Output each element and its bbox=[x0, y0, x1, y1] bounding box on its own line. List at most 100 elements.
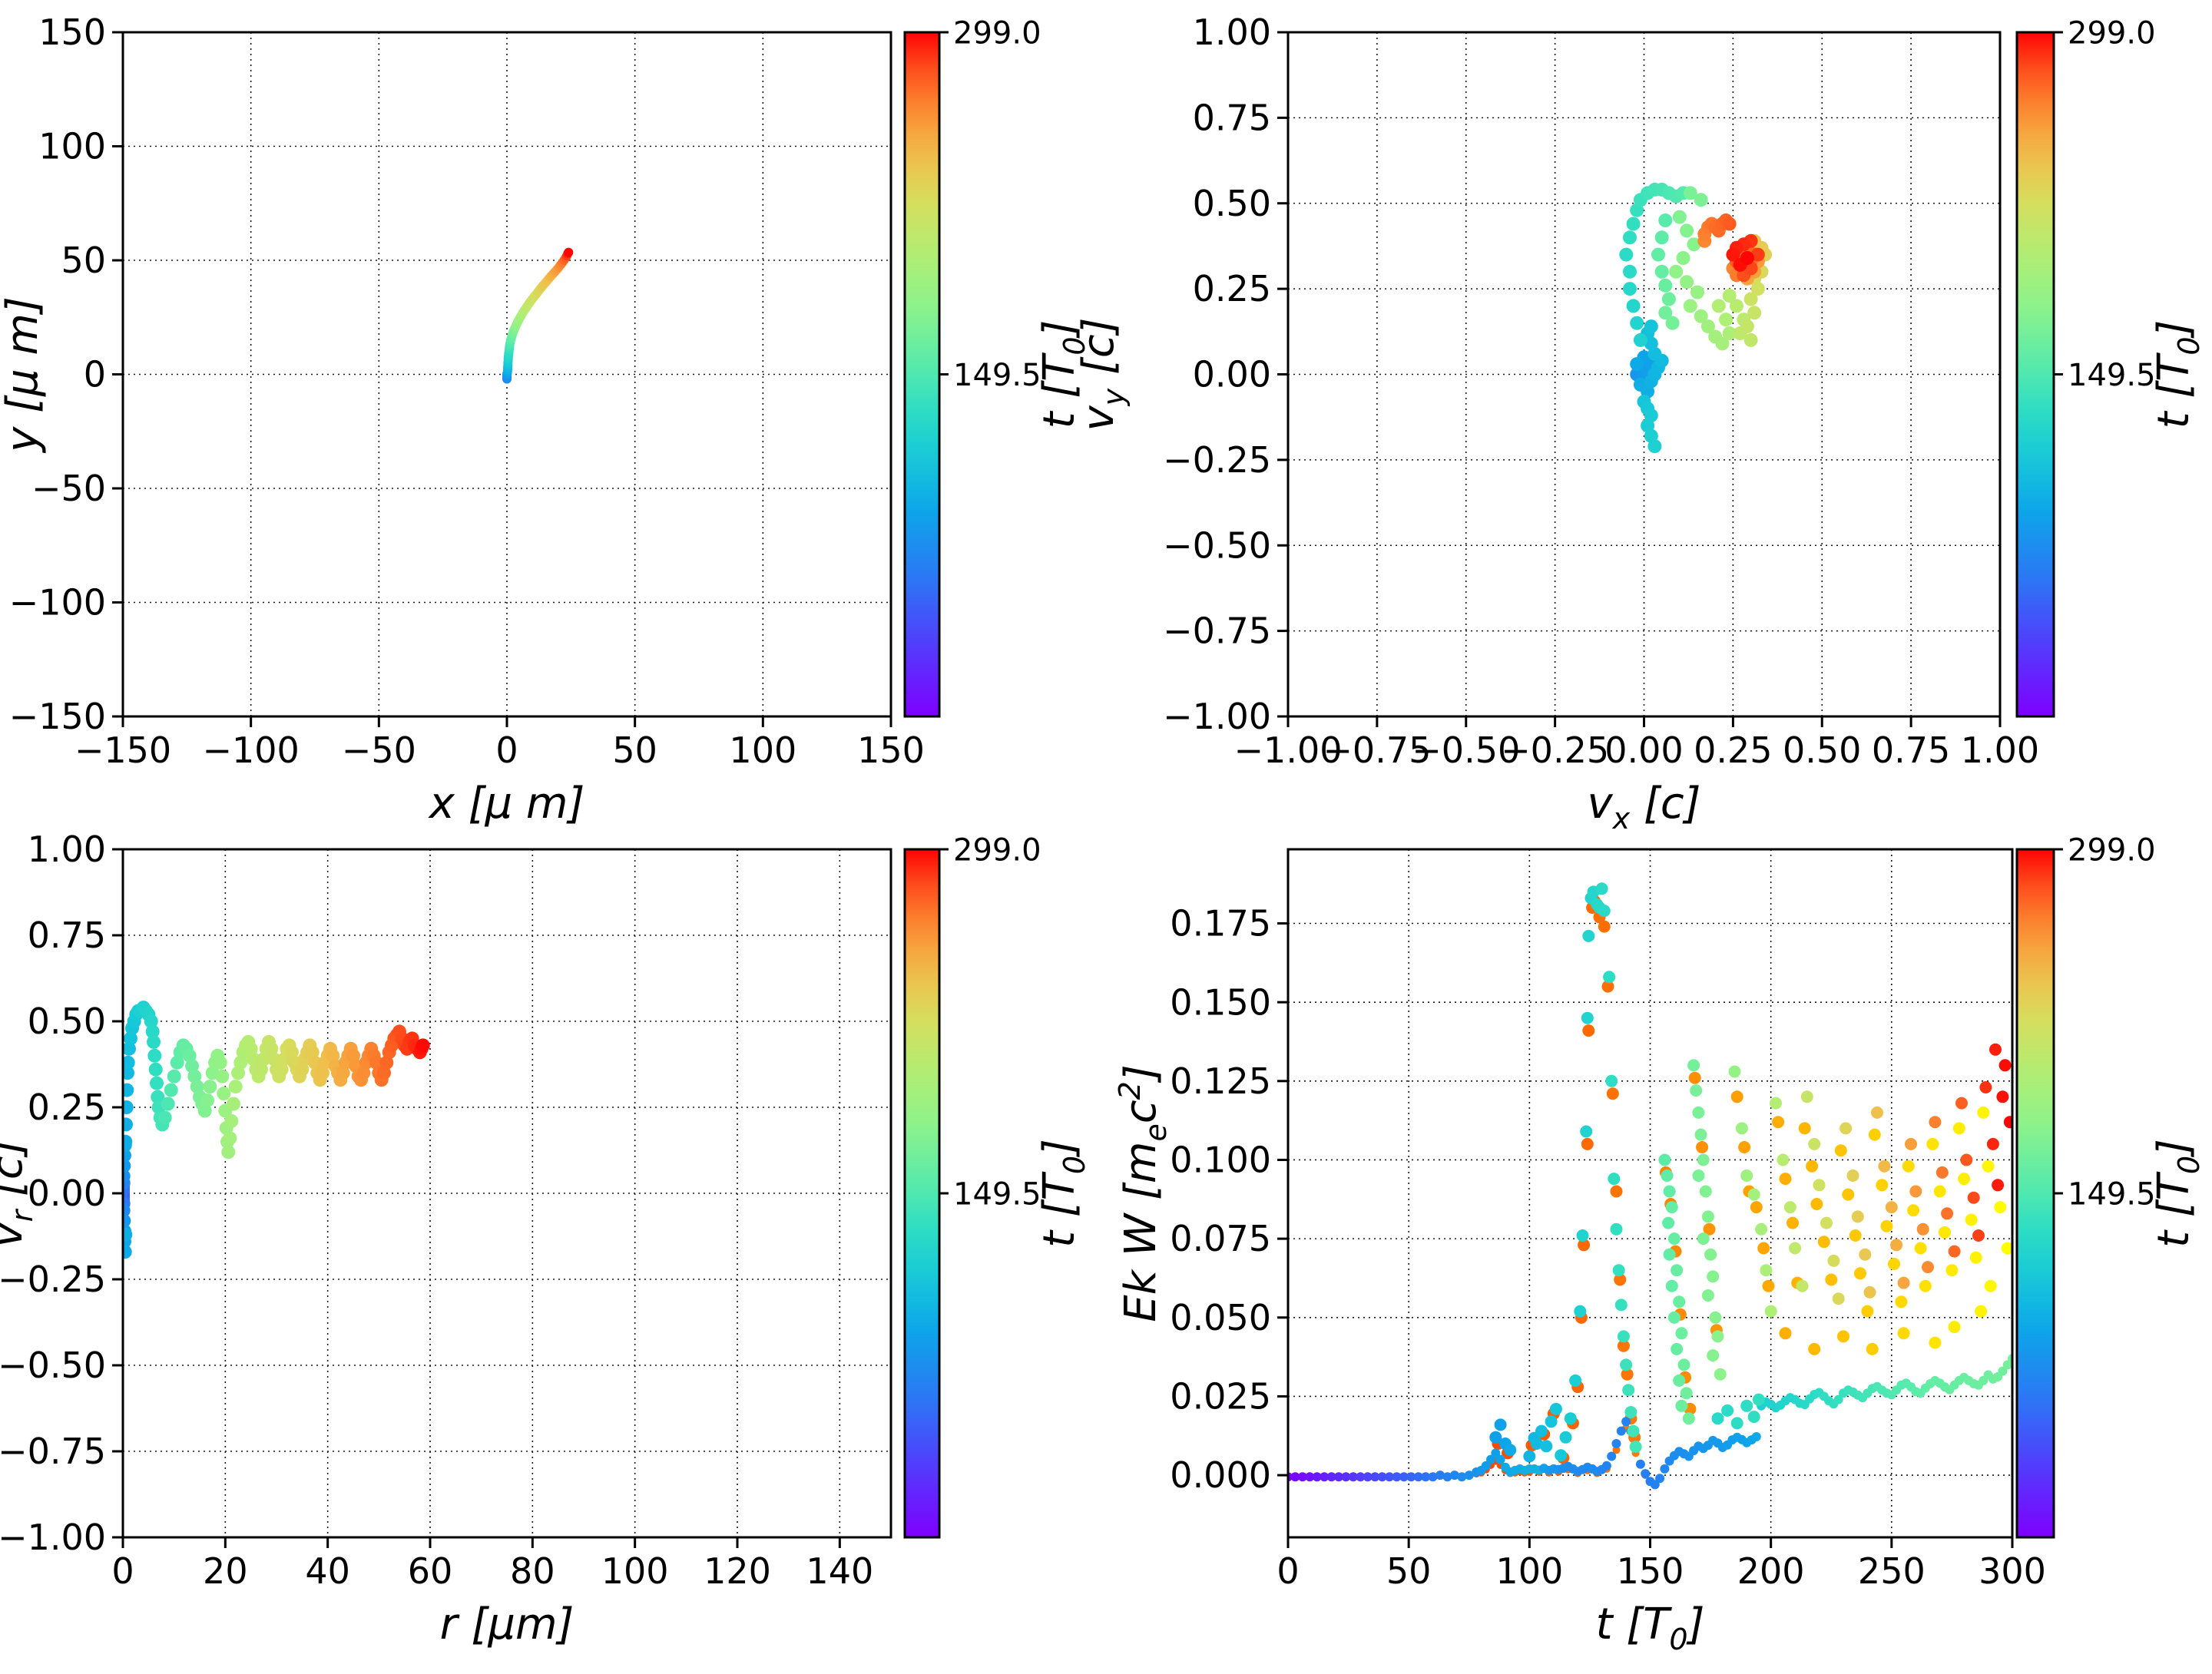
data-point bbox=[1728, 1065, 1741, 1078]
data-point bbox=[1644, 319, 1658, 334]
data-point bbox=[1933, 1185, 1946, 1198]
tick-labels: 0 20 40 60 80 100 120 140 1.00 0.75 0.50 0.25 0.00 −0… bbox=[0, 829, 873, 1592]
x-tick-label: 100 bbox=[601, 1550, 669, 1592]
subplot-velocity-vxvy: −1.00−0.75−0.50−0.250.00 0.25 0.50 0.75 1.00… bbox=[1074, 12, 2206, 835]
data-point bbox=[1757, 1242, 1770, 1255]
data-point bbox=[1633, 332, 1647, 347]
data-point bbox=[1699, 1185, 1712, 1198]
data-point bbox=[1530, 1437, 1543, 1450]
y-tick-label: −1.00 bbox=[1163, 696, 1271, 737]
x-axis-label: x [μ m] bbox=[428, 779, 585, 829]
data-point bbox=[1897, 1327, 1910, 1340]
data-point bbox=[1827, 1254, 1840, 1267]
x-tick-label: 40 bbox=[305, 1550, 350, 1592]
x-tick-label: 50 bbox=[1386, 1550, 1432, 1592]
data-point bbox=[1647, 439, 1662, 454]
y-tick-label: 0.175 bbox=[1170, 903, 1271, 945]
data-point bbox=[1489, 1431, 1502, 1444]
data-point bbox=[1721, 1404, 1734, 1417]
data-point bbox=[1582, 929, 1595, 942]
data-point bbox=[1385, 1472, 1394, 1482]
data-point bbox=[144, 1014, 158, 1028]
data-point bbox=[1909, 1185, 1922, 1198]
y-tick-label: 0.75 bbox=[1193, 97, 1271, 138]
data-point bbox=[223, 1131, 237, 1146]
data-point bbox=[1982, 1160, 1995, 1173]
y-tick-label: 150 bbox=[38, 12, 106, 53]
y-tick-label: 0 bbox=[84, 354, 106, 395]
y-axis-label: Ek W [me​c2​] bbox=[1113, 1064, 1173, 1322]
data-point bbox=[243, 1041, 258, 1056]
data-point bbox=[2003, 1116, 2012, 1129]
data-point bbox=[1616, 1426, 1626, 1436]
data-point bbox=[1341, 1472, 1351, 1482]
colorbar-tick-label-mid: 149.5 bbox=[953, 358, 1041, 393]
ticks bbox=[112, 848, 841, 1548]
data-point bbox=[1740, 319, 1754, 334]
data-point bbox=[1738, 1141, 1751, 1153]
data-point bbox=[1290, 1472, 1300, 1482]
data-point bbox=[123, 1066, 134, 1080]
data-point bbox=[1839, 1122, 1853, 1135]
scatter-points bbox=[1619, 182, 1773, 454]
data-point bbox=[1582, 1024, 1595, 1037]
x-tick-label: 100 bbox=[729, 729, 796, 771]
data-point bbox=[1936, 1166, 1949, 1179]
data-point bbox=[1743, 292, 1758, 306]
data-point bbox=[1817, 1236, 1830, 1249]
x-tick-label: 0.25 bbox=[1694, 729, 1772, 771]
data-point bbox=[1671, 1342, 1684, 1355]
grid-lines bbox=[123, 849, 891, 1537]
x-tick-label: 250 bbox=[1858, 1550, 1926, 1592]
data-point bbox=[1726, 247, 1740, 262]
y-tick-label: −0.75 bbox=[0, 1431, 106, 1472]
data-point bbox=[1661, 292, 1676, 306]
data-point bbox=[1606, 1087, 1619, 1100]
data-point bbox=[1786, 1216, 1799, 1229]
data-point bbox=[1945, 1264, 1959, 1277]
data-point bbox=[200, 1093, 214, 1107]
series-work-scatter bbox=[1492, 895, 2012, 1464]
x-tick-label: 50 bbox=[612, 729, 657, 771]
x-axis-label: vx​ [c] bbox=[1588, 779, 1701, 835]
data-point bbox=[1996, 1090, 2009, 1103]
data-point bbox=[1948, 1321, 1961, 1334]
y-tick-label: 0.100 bbox=[1170, 1140, 1271, 1181]
x-tick-label: 0 bbox=[111, 1550, 134, 1592]
data-point bbox=[151, 1090, 165, 1104]
data-point bbox=[215, 1069, 230, 1083]
data-point bbox=[1888, 1258, 1900, 1270]
axes-spines bbox=[121, 848, 892, 1539]
colorbar: 299.0 149.5t [T0​] bbox=[903, 832, 1091, 1539]
x-axis-label: t [T0​] bbox=[1596, 1600, 1705, 1656]
data-point bbox=[379, 1055, 394, 1070]
data-point bbox=[1711, 1412, 1724, 1425]
data-point bbox=[1777, 1153, 1790, 1166]
data-point bbox=[1688, 1071, 1701, 1084]
data-point bbox=[1989, 1043, 2002, 1056]
data-point bbox=[1574, 1305, 1587, 1318]
data-point bbox=[1675, 1327, 1688, 1340]
colorbar-gradient bbox=[903, 848, 941, 1539]
data-point bbox=[1540, 1440, 1553, 1453]
data-point bbox=[2001, 1242, 2012, 1255]
data-point bbox=[1772, 1116, 1785, 1129]
y-tick-label: −0.25 bbox=[0, 1259, 106, 1300]
data-point bbox=[1312, 1472, 1322, 1482]
y-tick-label: −0.75 bbox=[1163, 610, 1271, 652]
data-point bbox=[1677, 1358, 1690, 1371]
colorbar-tick-label-max: 299.0 bbox=[2068, 832, 2156, 868]
x-tick-label: 100 bbox=[1495, 1550, 1563, 1592]
data-point bbox=[1880, 1219, 1893, 1232]
data-point bbox=[1626, 217, 1641, 231]
data-point bbox=[1667, 1311, 1681, 1324]
data-point bbox=[1750, 1201, 1763, 1214]
colorbar-gradient bbox=[903, 31, 941, 718]
y-tick-label: 0.075 bbox=[1170, 1218, 1271, 1259]
y-tick-label: 0.25 bbox=[1193, 268, 1271, 309]
data-point bbox=[167, 1069, 181, 1083]
tick-labels: −150 −100 −50 0 50 100 150 −150 −100 −50 0 50 100 150 bbox=[9, 12, 925, 771]
data-point bbox=[1878, 1160, 1891, 1173]
x-tick-label: 1.00 bbox=[1961, 729, 2039, 771]
data-point bbox=[1654, 264, 1669, 279]
